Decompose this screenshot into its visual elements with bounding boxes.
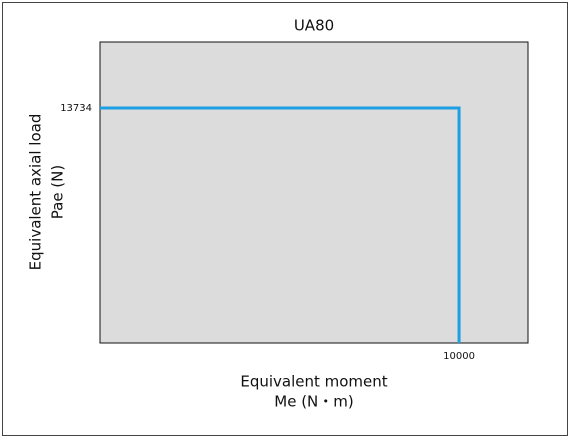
x-axis-label: Equivalent moment [240,373,387,391]
y-tick-label: 13734 [60,103,92,114]
line [100,106,461,343]
x-tick-label: 10000 [443,351,475,362]
chart-title: UA80 [294,17,334,35]
y-axis-label: Pae (N) [49,165,67,220]
x-axis-label: Me (N・m) [274,393,353,411]
plot-area [99,41,529,344]
y-axis-label: Equivalent axial load [27,114,45,271]
